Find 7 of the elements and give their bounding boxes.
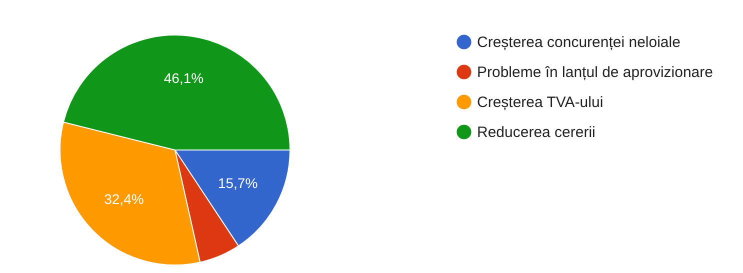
data-label: 15,7% [218, 174, 258, 191]
legend-label: Reducerea cererii [477, 124, 596, 141]
data-label: 32,4% [104, 190, 144, 207]
legend-label: Creșterea concurenței neloiale [477, 34, 680, 51]
legend-label: Creșterea TVA-ului [477, 94, 604, 111]
data-label: 46,1% [164, 70, 204, 86]
legend-label: Probleme în lanțul de aprovizionare [477, 64, 713, 81]
